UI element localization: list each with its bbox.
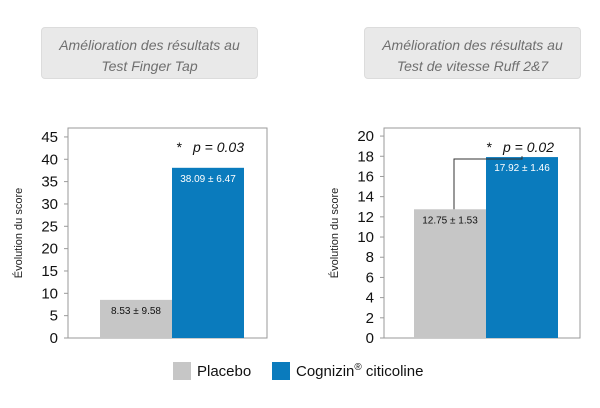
chart-right-ytick-label: 0: [366, 330, 374, 347]
chart-left-ylabel: Évolution du score: [12, 188, 25, 279]
chart-left-value-label-cognizin: 38.09 ± 6.47: [180, 174, 236, 185]
chart-left-ytick-label: 35: [41, 174, 58, 191]
chart-left-ytick-label: 30: [41, 196, 58, 213]
chart-right-title-line2: Test de vitesse Ruff 2&7: [396, 58, 549, 74]
chart-right-value-label-cognizin: 17.92 ± 1.46: [494, 163, 550, 174]
chart-right-bar-cognizin: [486, 157, 558, 338]
chart-left-ytick-label: 25: [41, 218, 58, 235]
chart-right-ytick-label: 14: [357, 189, 374, 206]
chart-left-ytick-label: 0: [50, 330, 58, 347]
chart-right-ytick-label: 16: [357, 168, 374, 185]
chart-right-bar-placebo: [414, 209, 486, 338]
chart-right-significance-text: p = 0.02: [502, 139, 554, 155]
chart-right-ytick-label: 10: [357, 229, 374, 246]
chart-left-title: Amélioration des résultats au Test Finge…: [41, 27, 258, 79]
chart-right-ytick-label: 4: [366, 290, 374, 307]
chart-right-title: Amélioration des résultats au Test de vi…: [364, 27, 581, 79]
chart-left-significance-star: *: [176, 139, 182, 155]
chart-right-ylabel: Évolution du score: [328, 188, 341, 279]
chart-right-ytick-label: 18: [357, 148, 374, 165]
chart-left-ytick-label: 20: [41, 241, 58, 258]
chart-right-ytick-label: 2: [366, 310, 374, 327]
chart-left-ytick-label: 5: [50, 308, 58, 325]
chart-left-significance-text: p = 0.03: [192, 139, 244, 155]
chart-left-bar-cognizin: [172, 167, 244, 338]
chart-left-ytick-label: 15: [41, 263, 58, 280]
chart-right-value-label-placebo: 12.75 ± 1.53: [422, 215, 478, 226]
chart-left-title-line2: Test Finger Tap: [101, 58, 198, 74]
chart-right-significance-bracket: [453, 156, 523, 210]
chart-left-value-label-placebo: 8.53 ± 9.58: [111, 306, 161, 317]
chart-right-title-line1: Amélioration des résultats au: [382, 37, 563, 53]
chart-right-significance-star: *: [486, 139, 492, 155]
chart-right-ytick-label: 6: [366, 269, 374, 286]
chart-right-ytick-label: 12: [357, 209, 374, 226]
chart-left-ytick-label: 10: [41, 285, 58, 302]
chart-right-ytick-label: 20: [357, 128, 374, 145]
chart-left-ytick-label: 40: [41, 151, 58, 168]
chart-left-bar-placebo: [100, 299, 172, 338]
chart-right-ytick-label: 8: [366, 249, 374, 266]
chart-left-ytick-label: 45: [41, 129, 58, 146]
chart-left-title-line1: Amélioration des résultats au: [59, 37, 240, 53]
